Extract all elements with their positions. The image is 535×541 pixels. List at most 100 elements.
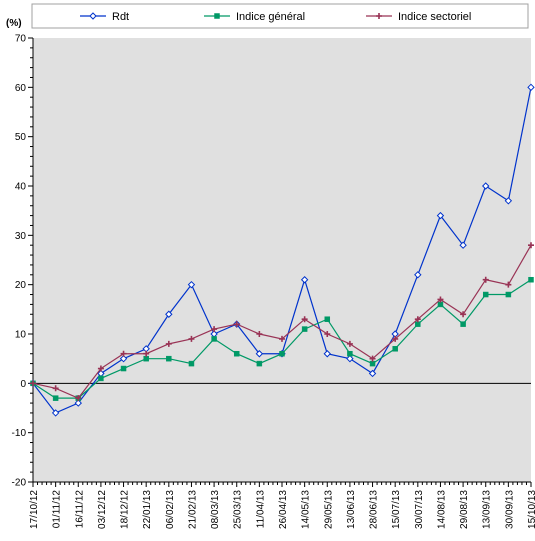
- data-point: [166, 355, 172, 362]
- data-point: [188, 360, 195, 367]
- data-point: [504, 197, 513, 205]
- x-tick-label: 08/03/13: [210, 490, 221, 529]
- data-point: [392, 335, 399, 342]
- plot-area: [33, 38, 531, 482]
- data-point: [165, 310, 173, 318]
- data-point: [369, 355, 376, 362]
- x-tick-label: 25/03/13: [233, 490, 244, 529]
- data-point: [482, 182, 490, 190]
- data-point: [255, 350, 264, 358]
- data-point: [436, 211, 445, 220]
- data-point: [482, 291, 489, 298]
- x-axis: 17/10/12 01/11/12 16/11/12 03/12/12 18/12/12…: [29, 481, 535, 529]
- y-tick-label: -10: [12, 428, 27, 439]
- data-point: [324, 316, 331, 322]
- series-2: [30, 242, 534, 402]
- data-point: [143, 355, 149, 362]
- x-tick-label: 13/09/13: [482, 490, 493, 529]
- data-point: [482, 276, 489, 283]
- y-tick-label: 10: [15, 330, 27, 341]
- data-point: [459, 241, 467, 249]
- data-point: [98, 375, 104, 382]
- x-tick-label: 26/04/13: [278, 490, 289, 529]
- x-tick-label: 13/06/13: [346, 490, 357, 529]
- data-point: [30, 380, 36, 387]
- y-tick-label: 20: [15, 280, 27, 291]
- x-tick-label: 28/06/13: [369, 490, 380, 529]
- x-tick-label: 15/07/13: [391, 490, 402, 529]
- data-point: [74, 399, 82, 407]
- data-point: [437, 296, 444, 303]
- legend-entry: Indice général: [204, 11, 305, 23]
- x-tick-label: 06/02/13: [165, 490, 176, 529]
- data-point: [279, 350, 285, 357]
- legend-marker: [214, 13, 220, 19]
- legend-label: Indice général: [236, 11, 305, 23]
- x-tick-label: 14/05/13: [301, 490, 312, 529]
- x-tick-label: 15/10/13: [527, 490, 535, 529]
- data-point: [346, 340, 353, 347]
- x-tick-label: 18/12/12: [120, 490, 131, 529]
- data-point: [97, 365, 104, 372]
- x-tick-label: 30/09/13: [504, 490, 515, 529]
- data-point: [369, 360, 376, 367]
- data-point: [51, 409, 60, 417]
- data-point: [211, 336, 217, 342]
- legend: Rdt Indice général Indice sectoriel: [31, 3, 529, 29]
- data-point: [120, 350, 127, 357]
- legend-entry: Indice sectoriel: [366, 11, 471, 23]
- data-point: [527, 83, 535, 92]
- data-point: [528, 242, 534, 249]
- data-point: [279, 335, 285, 342]
- data-point: [187, 280, 196, 289]
- data-point: [188, 335, 195, 342]
- data-point: [300, 276, 309, 284]
- data-point: [392, 346, 398, 352]
- data-point: [301, 326, 308, 332]
- data-point: [256, 331, 263, 337]
- data-point: [301, 316, 308, 323]
- data-point: [505, 281, 512, 288]
- series-layer: [29, 83, 535, 417]
- data-point: [528, 276, 534, 283]
- data-point: [460, 311, 467, 318]
- y-tick-label: 50: [15, 132, 27, 143]
- data-point: [368, 369, 377, 378]
- y-tick-label: 40: [15, 182, 27, 193]
- legend-marker: [89, 12, 97, 20]
- y-tick-label: 70: [15, 34, 27, 45]
- data-point: [52, 385, 59, 392]
- y-tick-label: -20: [12, 478, 27, 489]
- x-tick-label: 03/12/12: [97, 490, 108, 529]
- y-tick-label: 30: [15, 231, 27, 242]
- legend-label: Rdt: [112, 11, 129, 23]
- x-tick-label: 21/02/13: [187, 490, 198, 529]
- data-point: [346, 354, 354, 363]
- x-tick-label: 29/05/13: [323, 490, 334, 529]
- x-tick-label: 29/08/13: [459, 490, 470, 529]
- x-tick-label: 11/04/13: [255, 490, 266, 529]
- data-point: [505, 291, 512, 298]
- data-point: [414, 271, 422, 279]
- x-tick-label: 30/07/13: [414, 490, 425, 529]
- x-tick-label: 01/11/12: [52, 490, 63, 529]
- data-point: [165, 340, 172, 347]
- legend-box: [31, 3, 529, 29]
- data-point: [233, 350, 240, 357]
- data-point: [415, 321, 421, 327]
- y-axis: -20 -10 0 10 20 30 40 50 60 70: [12, 34, 34, 489]
- data-point: [120, 365, 127, 372]
- y-axis-label: (%): [6, 18, 22, 29]
- data-point: [211, 326, 218, 333]
- data-point: [119, 354, 128, 363]
- data-point: [256, 360, 263, 367]
- x-tick-label: 16/11/12: [74, 490, 85, 529]
- data-point: [460, 321, 466, 327]
- x-tick-label: 17/10/12: [29, 490, 40, 529]
- data-point: [414, 316, 421, 323]
- data-point: [437, 301, 444, 308]
- data-point: [324, 331, 331, 337]
- data-point: [75, 395, 82, 402]
- y-tick-label: 0: [20, 379, 26, 390]
